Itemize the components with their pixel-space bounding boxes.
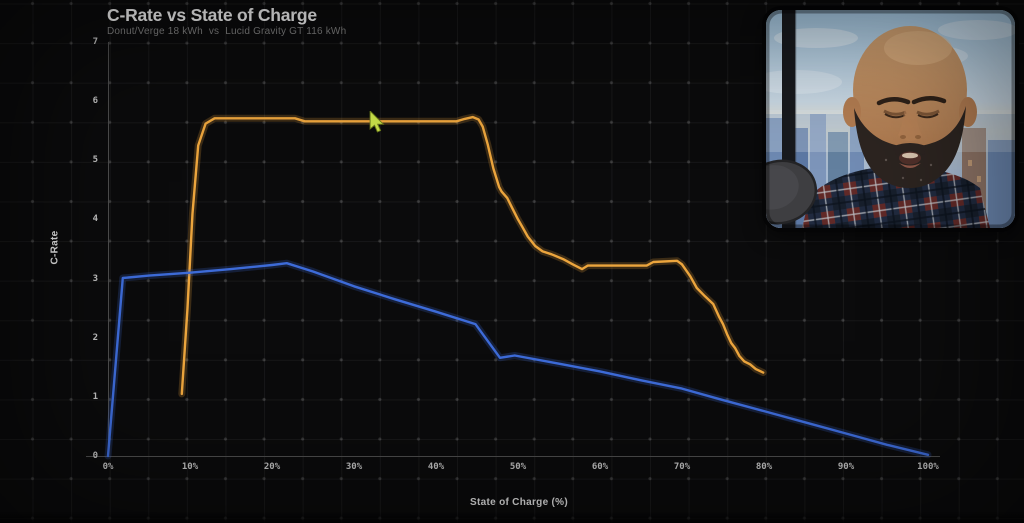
x-tick-label: 40%	[427, 462, 445, 472]
y-tick-label: 4	[92, 214, 98, 225]
right-eye	[917, 113, 939, 119]
right-eyebrow	[911, 96, 947, 105]
presenter	[802, 26, 990, 228]
right-eye-lid	[916, 109, 940, 116]
y-tick-label: 7	[92, 37, 98, 47]
x-tick-label: 70%	[673, 462, 691, 472]
x-axis-line	[86, 456, 940, 457]
chart-title: C-Rate vs State of Charge	[107, 5, 317, 25]
y-tick-label: 0	[92, 451, 98, 461]
x-tick-label: 50%	[509, 462, 527, 472]
mustache	[894, 143, 926, 155]
left-eye	[884, 113, 906, 119]
x-tick-label: 60%	[591, 462, 609, 472]
chart-subtitle: Donut/Verge 18 kWh vs Lucid Gravity GT 1…	[107, 26, 347, 37]
plaid-shirt	[802, 166, 990, 228]
x-tick-label: 100%	[917, 462, 939, 472]
y-tick-label: 3	[92, 273, 98, 284]
left-eyebrow	[876, 97, 911, 106]
y-tick-label: 5	[92, 155, 98, 166]
x-tick-label: 90%	[837, 462, 855, 472]
x-tick-label: 0%	[102, 462, 114, 472]
y-tick-label: 1	[92, 391, 98, 402]
microphone	[766, 159, 818, 225]
scalp-highlight	[884, 31, 952, 65]
y-axis-title: C-Rate	[49, 230, 61, 265]
x-tick-label: 20%	[263, 462, 281, 472]
x-tick-label: 10%	[181, 462, 199, 472]
x-tick-label: 80%	[755, 462, 773, 472]
y-tick-label: 6	[92, 96, 98, 107]
webcam-overlay	[766, 10, 1015, 228]
y-tick-label: 2	[92, 332, 98, 343]
x-axis-title: State of Charge (%)	[470, 497, 568, 508]
webcam-inner-frame	[766, 10, 1015, 228]
x-tick-label: 30%	[345, 462, 363, 472]
nose	[898, 106, 922, 141]
head	[853, 26, 967, 154]
lower-lip	[899, 163, 921, 168]
teeth	[902, 152, 918, 159]
y-axis-line	[108, 42, 109, 457]
